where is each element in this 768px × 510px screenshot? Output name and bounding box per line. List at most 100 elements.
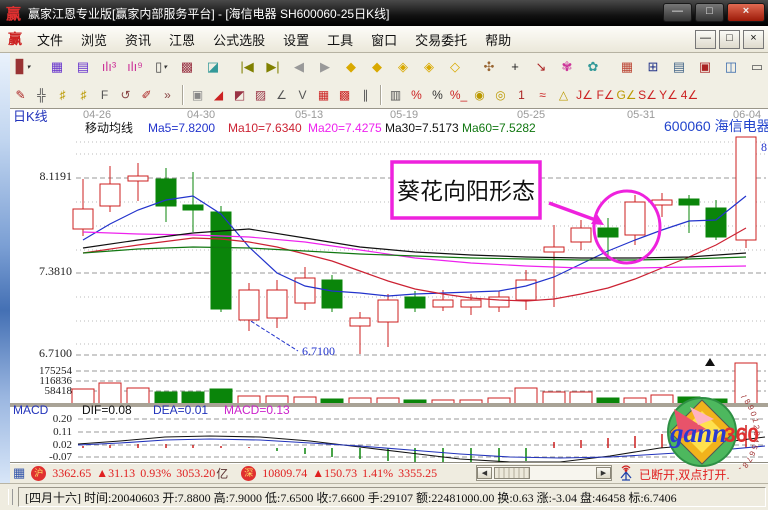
calendar-icon[interactable]: ▦	[620, 58, 634, 74]
percent-line-icon[interactable]: %_	[449, 87, 468, 102]
fan-box-icon[interactable]: ◩	[233, 87, 246, 102]
gold-line-icon[interactable]: ◎	[495, 87, 506, 102]
brush-icon[interactable]: ✎	[15, 87, 26, 102]
cycle-shrink-icon[interactable]: ◈	[424, 58, 434, 74]
color-chart-icon[interactable]: ◪	[206, 58, 220, 74]
cycle-expand-icon[interactable]: ◈	[398, 58, 408, 74]
child-restore-button[interactable]: □	[719, 30, 740, 49]
scroll-right-button[interactable]: ▶	[596, 467, 611, 479]
menu-news[interactable]: 资讯	[125, 32, 152, 48]
menu-settings[interactable]: 设置	[283, 32, 310, 48]
prev-bar-icon[interactable]: ◀	[294, 58, 304, 74]
menu-file[interactable]: 文件	[37, 32, 64, 48]
percent-down-icon[interactable]: %	[411, 87, 422, 102]
spiral-icon[interactable]: ↺	[120, 87, 131, 102]
menu-trade[interactable]: 交易委托	[415, 32, 468, 48]
horizontal-scrollbar[interactable]: ◀ ▶	[476, 465, 612, 481]
statusbar-grip[interactable]	[8, 489, 13, 505]
connection-status[interactable]: 已断开,双点打开.	[639, 468, 730, 482]
gann-grid-gold2-icon[interactable]: ♯	[80, 87, 87, 102]
hand-drag-icon[interactable]: ✣	[483, 58, 495, 74]
quote-board-icon[interactable]: ▤	[76, 58, 90, 74]
network-icon[interactable]: ◫	[724, 58, 738, 74]
menu-window[interactable]: 窗口	[371, 32, 398, 48]
title-bar: 赢 赢家江恩专业版[赢家内部服务平台] - [海信电器 SH600060-25日…	[0, 0, 768, 26]
parallel-lines-icon[interactable]: ∥	[362, 87, 369, 102]
scroll-thumb[interactable]	[494, 467, 530, 479]
menu-browse[interactable]: 浏览	[81, 32, 108, 48]
shenzhen-exchange-icon[interactable]: 深	[241, 465, 257, 481]
gann-fan-icon[interactable]: ◢	[213, 87, 224, 102]
antenna-icon	[618, 464, 634, 485]
f-line-icon[interactable]: F∠	[596, 87, 615, 102]
save-icon[interactable]: ▣	[698, 58, 712, 74]
sh-index-amount: 3053.20	[176, 465, 216, 480]
four-line-icon[interactable]: 4∠	[680, 87, 699, 102]
menu-tools[interactable]: 工具	[327, 32, 354, 48]
toolbar-separator	[182, 84, 183, 105]
child-close-button[interactable]: ×	[743, 30, 764, 49]
measure-pen-icon[interactable]: ✐	[141, 87, 152, 102]
child-window-controls: — □ ×	[695, 30, 764, 49]
close-button[interactable]: ×	[727, 3, 765, 22]
kline-info-panel: [四月十六] 时间:20040603 开:7.8800 高:7.9000 低:7…	[18, 487, 766, 507]
j-line-icon[interactable]: J∠	[576, 87, 593, 102]
candle-type-icon[interactable]: ▯ ▾	[155, 58, 167, 74]
kline-period-icon[interactable]: ▊ ▾	[15, 58, 31, 74]
child-minimize-button[interactable]: —	[695, 30, 716, 49]
measure-tool-icon[interactable]: ↘	[535, 58, 547, 74]
next-bar-icon[interactable]: ▶	[320, 58, 330, 74]
price-grid-box-icon[interactable]: ▩	[338, 87, 351, 102]
scroll-left-button[interactable]: ◀	[477, 467, 492, 479]
fib-grid-icon[interactable]: F	[100, 87, 109, 102]
knot-tool-icon[interactable]: ✿	[587, 58, 599, 74]
sh-index-pct: 0.93%	[140, 465, 172, 480]
sz-index-value: 10809.74	[262, 465, 308, 480]
kline-info-text: [四月十六] 时间:20040603 开:7.8800 高:7.9000 低:7…	[25, 490, 677, 505]
first-bar-icon[interactable]: |◀	[240, 58, 254, 74]
calculator-icon[interactable]: ⊞	[647, 58, 659, 74]
sz-index-amount: 3355.25	[398, 465, 438, 480]
min9-chart-icon[interactable]: ılı⁹	[127, 59, 143, 74]
sh-index-value: 3362.65	[52, 465, 92, 480]
menu-formula-picker[interactable]: 公式选股	[213, 32, 266, 48]
notes-icon[interactable]: ▤	[672, 58, 686, 74]
price-grid-icon[interactable]: ▦	[317, 87, 330, 102]
zigzag-icon[interactable]: V	[298, 87, 307, 102]
crosshair-icon[interactable]: +	[511, 59, 519, 74]
percent-icon[interactable]: %	[432, 87, 443, 102]
last-bar-icon[interactable]: ▶|	[266, 58, 280, 74]
grid-tool-icon[interactable]: ╬	[37, 87, 46, 102]
menu-help[interactable]: 帮助	[485, 32, 512, 48]
cycle-prev-icon[interactable]: ◆	[346, 58, 356, 74]
kline-chart-area[interactable]	[10, 108, 768, 462]
window-title: 赢家江恩专业版[赢家内部服务平台] - [海信电器 SH600060-25日K线…	[28, 6, 390, 21]
min3-chart-icon[interactable]: ılı³	[101, 59, 117, 74]
menu-gann[interactable]: 江恩	[169, 32, 196, 48]
one-pen-icon[interactable]: 1	[518, 87, 525, 102]
fan-box-dense-icon[interactable]: ▨	[254, 87, 267, 102]
wave-ruler-icon[interactable]: ≈	[539, 87, 546, 102]
angle-lines-icon[interactable]: ∠	[276, 87, 287, 102]
sh-amount-unit: 亿	[216, 466, 229, 481]
cycle-next-icon[interactable]: ◆	[372, 58, 382, 74]
stats-bars-icon[interactable]: ▥	[389, 87, 402, 102]
gold-angle-icon[interactable]: G∠	[616, 87, 637, 102]
chart-window-icon[interactable]: ▦	[50, 58, 64, 74]
restore-button[interactable]: □	[695, 3, 724, 22]
gann-grid-gold-icon[interactable]: ♯	[59, 87, 66, 102]
win-line-icon[interactable]: Y∠	[659, 87, 678, 102]
cycle-locate-icon[interactable]: ◇	[450, 58, 460, 74]
print-icon[interactable]: ▭	[750, 58, 764, 74]
more-tools-chevron[interactable]: »	[164, 87, 171, 102]
speed-line-icon[interactable]: S∠	[638, 87, 657, 102]
box-tool-icon[interactable]: ▣	[191, 87, 204, 102]
shanghai-exchange-icon[interactable]: 沪	[31, 465, 47, 481]
gold-underline-icon[interactable]: △	[558, 87, 569, 102]
gold-ratio-icon[interactable]: ◉	[474, 87, 485, 102]
gann-flower-icon[interactable]: ✾	[561, 58, 573, 74]
quote-grid-icon[interactable]: ▦	[13, 465, 26, 480]
app-menu-icon: 赢	[8, 31, 22, 47]
minimize-button[interactable]: —	[663, 3, 692, 22]
pattern-library-icon[interactable]: ▩	[180, 58, 194, 74]
